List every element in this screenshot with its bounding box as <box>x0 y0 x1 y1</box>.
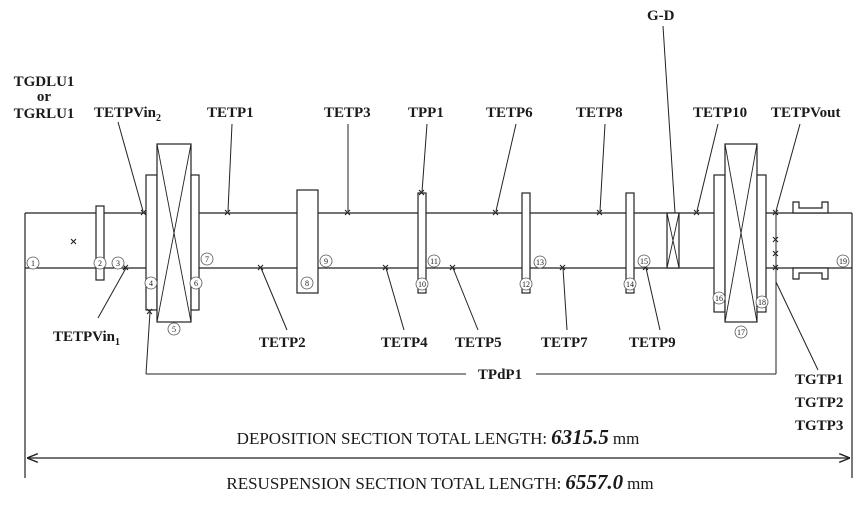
component-12-plate <box>521 192 531 294</box>
component-18-flange <box>756 174 767 313</box>
label-tpp1: TPP1 <box>408 105 444 121</box>
label-tetpvin2: TETPVin2 <box>94 105 161 124</box>
svg-text:8: 8 <box>305 279 309 288</box>
label-tetp5: TETP5 <box>455 335 502 351</box>
label-gd: G-D <box>647 8 675 24</box>
outlet-coupling <box>792 201 829 280</box>
component-6-flange <box>190 174 200 311</box>
svg-text:7: 7 <box>205 255 209 264</box>
label-tgtp2: TGTP2 <box>795 395 843 411</box>
component-14-plate <box>625 192 635 294</box>
section-number-6: 6 <box>189 276 203 290</box>
section-number-13: 13 <box>533 255 547 269</box>
label-or: or <box>37 89 52 105</box>
section-number-5: 5 <box>167 322 181 336</box>
section-number-15: 15 <box>637 254 651 268</box>
section-number-7: 7 <box>200 252 214 266</box>
label-tetp8: TETP8 <box>576 105 623 121</box>
label-tgrlu1: TGRLU1 <box>14 106 75 122</box>
label-tetp10: TETP10 <box>693 105 747 121</box>
label-tetp4: TETP4 <box>381 335 428 351</box>
svg-text:14: 14 <box>626 280 634 289</box>
svg-text:11: 11 <box>430 257 438 266</box>
svg-text:1: 1 <box>31 259 35 268</box>
section-number-1: 1 <box>26 256 40 270</box>
section-number-14: 14 <box>623 277 637 291</box>
svg-text:15: 15 <box>640 257 648 266</box>
label-tetp2: TETP2 <box>259 335 306 351</box>
svg-text:9: 9 <box>324 257 328 266</box>
label-tetp3: TETP3 <box>324 105 371 121</box>
section-number-3: 3 <box>111 256 125 270</box>
label-tgtp3: TGTP3 <box>795 418 843 434</box>
svg-text:12: 12 <box>522 280 530 289</box>
svg-text:19: 19 <box>839 257 847 266</box>
label-tpdp1: TPdP1 <box>478 367 522 383</box>
label-tetpvin1: TETPVin1 <box>53 329 120 348</box>
section-number-4: 4 <box>144 276 158 290</box>
label-tetp1: TETP1 <box>207 105 254 121</box>
label-tetp6: TETP6 <box>486 105 533 121</box>
component-4-flange <box>145 174 158 311</box>
section-number-9: 9 <box>319 254 333 268</box>
component-8-block <box>296 189 319 294</box>
label-tetpvout: TETPVout <box>771 105 840 121</box>
svg-text:18: 18 <box>758 298 766 307</box>
label-tgtp1: TGTP1 <box>795 372 843 388</box>
component-2 <box>95 205 105 281</box>
svg-text:16: 16 <box>715 294 723 303</box>
svg-text:13: 13 <box>536 258 544 267</box>
label-tetp7: TETP7 <box>541 335 588 351</box>
svg-text:6: 6 <box>194 279 198 288</box>
resuspension-length-text: RESUSPENSION SECTION TOTAL LENGTH: 6557.… <box>226 470 653 494</box>
deposition-length-text: DEPOSITION SECTION TOTAL LENGTH: 6315.5 … <box>237 425 640 449</box>
section-number-11: 11 <box>427 254 441 268</box>
section-number-2: 2 <box>93 256 107 270</box>
section-number-8: 8 <box>300 276 314 290</box>
section-number-12: 12 <box>519 277 533 291</box>
svg-text:17: 17 <box>737 328 745 337</box>
section-number-19: 19 <box>836 254 850 268</box>
measurement-markers <box>70 189 779 315</box>
svg-text:3: 3 <box>116 259 120 268</box>
svg-text:2: 2 <box>98 259 102 268</box>
svg-text:5: 5 <box>172 325 176 334</box>
svg-text:4: 4 <box>149 279 153 288</box>
label-tetp9: TETP9 <box>629 335 676 351</box>
component-16-flange <box>713 174 726 313</box>
section-number-18: 18 <box>755 295 769 309</box>
svg-text:10: 10 <box>418 280 426 289</box>
leader-lines <box>97 25 819 375</box>
section-number-16: 16 <box>712 291 726 305</box>
section-number-17: 17 <box>734 325 748 339</box>
label-tgdlu1: TGDLU1 <box>14 74 75 90</box>
section-number-10: 10 <box>415 277 429 291</box>
